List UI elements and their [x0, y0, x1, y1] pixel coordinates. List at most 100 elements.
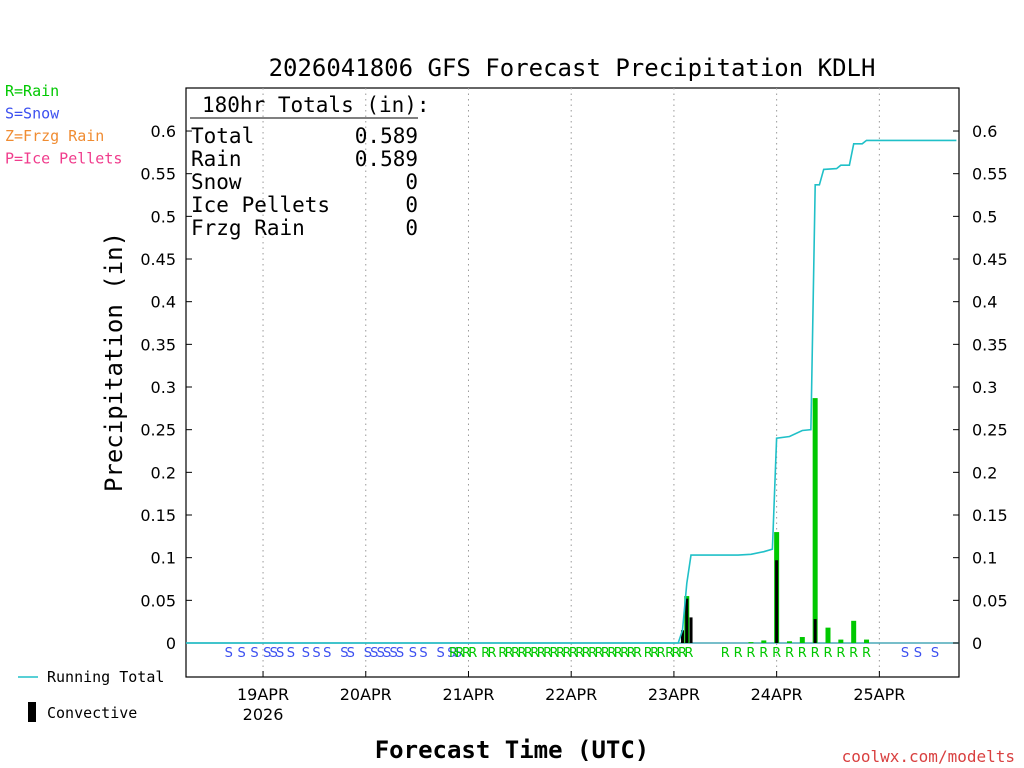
- y-axis-label: Precipitation (in): [100, 232, 128, 492]
- rain-bar: [786, 641, 792, 643]
- rain-marker: R: [511, 646, 520, 661]
- x-tick-label-21apr: 21APR: [442, 685, 494, 704]
- y-tick-label-right: 0.2: [972, 463, 997, 482]
- rain-marker: R: [627, 646, 636, 661]
- precip-bars: [680, 398, 870, 644]
- totals-value-snow: 0: [405, 170, 418, 194]
- y-tick-label-left: 0.55: [140, 165, 176, 184]
- y-tick-label-left: 0.05: [140, 591, 176, 610]
- snow-marker: S: [383, 646, 391, 661]
- convective-bar: [680, 630, 684, 643]
- totals-label-frzg-rain: Frzg Rain: [191, 216, 305, 240]
- x-tick-label-20apr: 20APR: [340, 685, 392, 704]
- snow-marker: S: [340, 646, 348, 661]
- bottom-legend: Running Total Convective: [18, 668, 164, 722]
- rain-bar: [851, 620, 857, 643]
- snow-marker: S: [270, 646, 278, 661]
- rain-marker: R: [524, 646, 533, 661]
- convective-bar: [813, 619, 817, 643]
- rain-bar: [799, 637, 805, 643]
- rain-marker: R: [468, 646, 477, 661]
- snow-marker: S: [901, 646, 909, 661]
- snow-marker: S: [250, 646, 258, 661]
- rain-marker: R: [759, 646, 768, 661]
- snow-marker: S: [323, 646, 331, 661]
- rain-marker: R: [601, 646, 610, 661]
- y-axis-right: 0 0.05 0.1 0.15 0.2 0.25 0.3 0.35 0.4 0.45 0.5 0.55…: [953, 122, 1008, 653]
- rain-marker: R: [550, 646, 559, 661]
- rain-marker: R: [588, 646, 597, 661]
- y-tick-label-left: 0.4: [151, 293, 176, 312]
- rain-marker: R: [530, 646, 539, 661]
- snow-marker: S: [914, 646, 922, 661]
- rain-marker: R: [785, 646, 794, 661]
- convective-bar: [775, 560, 779, 643]
- x-tick-label-25apr: 25APR: [853, 685, 905, 704]
- y-tick-label-left: 0.1: [151, 549, 176, 568]
- totals-header: 180hr Totals (in):: [202, 93, 430, 117]
- y-tick-label-right: 0.25: [972, 421, 1008, 440]
- snow-marker: S: [238, 646, 246, 661]
- rain-marker: R: [684, 646, 693, 661]
- y-tick-label-right: 0.4: [972, 293, 997, 312]
- x-tick-label-22apr: 22APR: [545, 685, 597, 704]
- legend-item-ice-pellets: P=Ice Pellets: [5, 150, 122, 168]
- snow-marker: S: [225, 646, 233, 661]
- rain-bar: [761, 640, 767, 643]
- legend-running-total-label: Running Total: [47, 668, 164, 686]
- rain-marker: R: [734, 646, 743, 661]
- rain-marker: R: [537, 646, 546, 661]
- totals-label-total: Total: [191, 124, 254, 148]
- convective-bar: [685, 598, 689, 643]
- convective-bar: [689, 617, 693, 643]
- totals-value-frzg-rain: 0: [405, 216, 418, 240]
- x-tick-year: 2026: [243, 705, 284, 724]
- rain-marker: R: [644, 646, 653, 661]
- legend-convective-label: Convective: [47, 704, 137, 722]
- y-axis-left: 0 0.05 0.1 0.15 0.2 0.25 0.3 0.35 0.4 0.45 0.5 0.55…: [140, 122, 192, 653]
- snow-marker: S: [312, 646, 320, 661]
- totals-label-rain: Rain: [191, 147, 242, 171]
- y-tick-label-right: 0.05: [972, 591, 1008, 610]
- snow-marker: S: [377, 646, 385, 661]
- snow-marker: S: [287, 646, 295, 661]
- totals-value-total: 0.589: [355, 124, 418, 148]
- y-tick-label-right: 0.45: [972, 250, 1008, 269]
- rain-bar: [748, 642, 754, 644]
- rain-marker: R: [798, 646, 807, 661]
- snow-marker: S: [276, 646, 284, 661]
- rain-marker: R: [650, 646, 659, 661]
- snow-marker: S: [370, 646, 378, 661]
- rain-marker: R: [487, 646, 496, 661]
- precip-type-legend: R=Rain S=Snow Z=Frzg Rain P=Ice Pellets: [5, 82, 122, 168]
- rain-marker: R: [836, 646, 845, 661]
- y-tick-label-right: 0.6: [972, 122, 997, 141]
- y-tick-label-right: 0.5: [972, 207, 997, 226]
- totals-value-ice-pellets: 0: [405, 193, 418, 217]
- y-tick-label-right: 0.55: [972, 165, 1008, 184]
- y-tick-label-left: 0.5: [151, 207, 176, 226]
- rain-marker: R: [849, 646, 858, 661]
- legend-item-snow: S=Snow: [5, 105, 60, 123]
- rain-marker: R: [633, 646, 642, 661]
- y-tick-label-left: 0.25: [140, 421, 176, 440]
- totals-label-ice-pellets: Ice Pellets: [191, 193, 330, 217]
- rain-bar: [838, 639, 844, 643]
- rain-marker: R: [607, 646, 616, 661]
- rain-bar: [812, 398, 818, 643]
- y-tick-label-left: 0.3: [151, 378, 176, 397]
- y-tick-label-right: 0.15: [972, 506, 1008, 525]
- snow-marker: S: [263, 646, 271, 661]
- snow-marker: S: [419, 646, 427, 661]
- rain-marker: R: [678, 646, 687, 661]
- rain-bar: [864, 639, 870, 643]
- snow-marker: S: [437, 646, 445, 661]
- totals-box: 180hr Totals (in): Total 0.589 Rain 0.589 Sn…: [190, 93, 430, 240]
- snow-marker: S: [364, 646, 372, 661]
- x-tick-label-24apr: 24APR: [751, 685, 803, 704]
- y-tick-label-left: 0.45: [140, 250, 176, 269]
- y-tick-label-left: 0: [166, 634, 176, 653]
- rain-marker: R: [823, 646, 832, 661]
